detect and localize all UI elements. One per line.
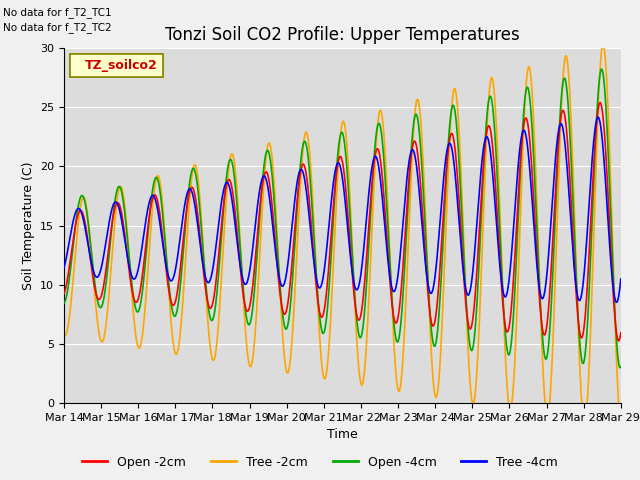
Legend: Open -2cm, Tree -2cm, Open -4cm, Tree -4cm: Open -2cm, Tree -2cm, Open -4cm, Tree -4… (77, 451, 563, 474)
Title: Tonzi Soil CO2 Profile: Upper Temperatures: Tonzi Soil CO2 Profile: Upper Temperatur… (165, 25, 520, 44)
X-axis label: Time: Time (327, 429, 358, 442)
Y-axis label: Soil Temperature (C): Soil Temperature (C) (22, 161, 35, 290)
Text: No data for f_T2_TC1: No data for f_T2_TC1 (3, 7, 112, 18)
Text: No data for f_T2_TC2: No data for f_T2_TC2 (3, 22, 112, 33)
Legend: TZ_soilco2: TZ_soilco2 (70, 54, 163, 77)
